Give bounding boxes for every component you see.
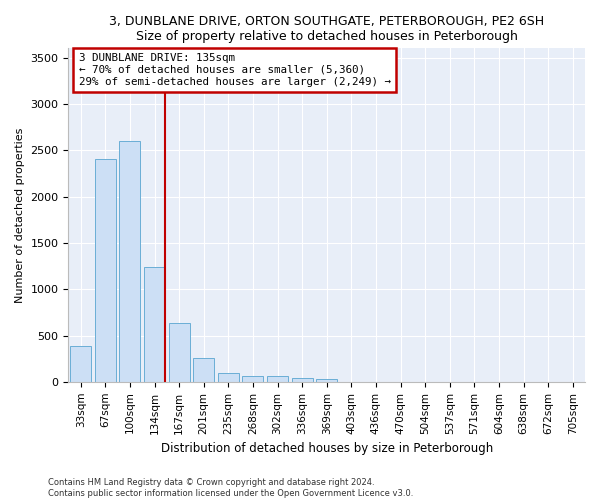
Bar [95,160,116,382]
Bar [267,376,288,382]
Bar [144,267,165,382]
Bar [169,322,190,382]
Text: Contains HM Land Registry data © Crown copyright and database right 2024.
Contai: Contains HM Land Registry data © Crown c… [48,478,413,498]
Title: 3, DUNBLANE DRIVE, ORTON SOUTHGATE, PETERBOROUGH, PE2 6SH
Size of property relat: 3, DUNBLANE DRIVE, ORTON SOUTHGATE, PETE… [109,15,544,43]
Bar [119,141,140,382]
Y-axis label: Number of detached properties: Number of detached properties [15,128,25,303]
Text: 3 DUNBLANE DRIVE: 135sqm
← 70% of detached houses are smaller (5,360)
29% of sem: 3 DUNBLANE DRIVE: 135sqm ← 70% of detach… [79,54,391,86]
Bar [70,346,91,382]
Bar [242,376,263,382]
Bar [292,378,313,382]
X-axis label: Distribution of detached houses by size in Peterborough: Distribution of detached houses by size … [161,442,493,455]
Bar [193,358,214,382]
Bar [218,372,239,382]
Bar [316,379,337,382]
